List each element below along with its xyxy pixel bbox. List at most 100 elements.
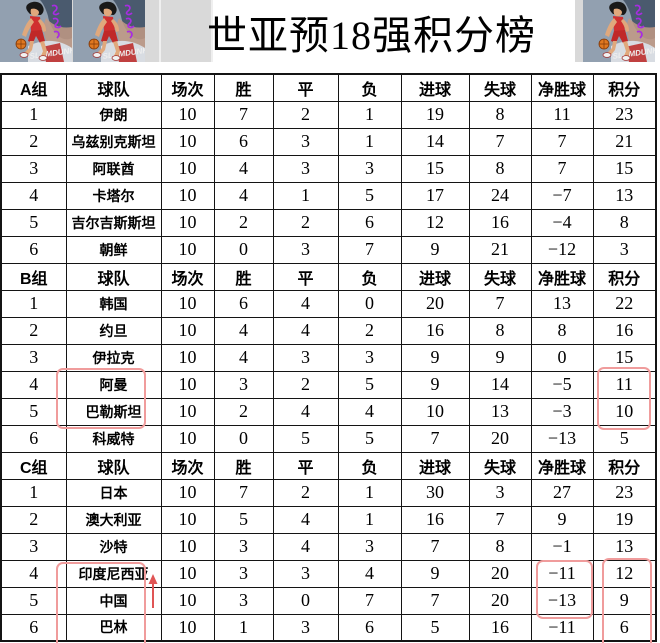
cell-gf: 16 xyxy=(400,316,470,345)
cell-gd: −12 xyxy=(530,235,594,264)
cell-draw: 4 xyxy=(272,289,339,318)
cell-rank: 6 xyxy=(0,613,67,642)
band-divider xyxy=(159,0,161,62)
cell-gf: 19 xyxy=(400,100,470,129)
cell-pts: 6 xyxy=(592,613,657,642)
cell-gd: −1 xyxy=(530,532,594,561)
cell-pts: 15 xyxy=(592,154,657,183)
team-row: 2 约旦 10 4 4 2 16 8 8 16 xyxy=(0,316,657,345)
cell-draw: 2 xyxy=(272,478,339,507)
cell-rank: 5 xyxy=(0,208,67,237)
cell-gf: 30 xyxy=(400,478,470,507)
cell-draw: 2 xyxy=(272,100,339,129)
cell-draw: 2 xyxy=(272,370,339,399)
cell-loss: 3 xyxy=(337,532,402,561)
cell-draw: 3 xyxy=(272,613,339,642)
cell-rank: 5 xyxy=(0,586,67,615)
team-row: 5 吉尔吉斯斯坦 10 2 2 6 12 16 −4 8 xyxy=(0,208,657,237)
cell-ga: 21 xyxy=(468,235,532,264)
cell-pts: 12 xyxy=(592,559,657,588)
cell-played: 10 xyxy=(160,316,215,345)
cell-gd: 27 xyxy=(530,478,594,507)
basketball-player-art: SLAMDUNK xyxy=(73,0,145,62)
cell-gf: 9 xyxy=(400,370,470,399)
cell-win: 4 xyxy=(213,154,274,183)
group-label: B组 xyxy=(0,262,67,291)
cell-played: 10 xyxy=(160,235,215,264)
team-row: 2 乌兹别克斯坦 10 6 3 1 14 7 7 21 xyxy=(0,127,657,156)
team-row: 1 日本 10 7 2 1 30 3 27 23 xyxy=(0,478,657,507)
cell-gd: −5 xyxy=(530,370,594,399)
team-row: 6 科威特 10 0 5 5 7 20 −13 5 xyxy=(0,424,657,453)
group-label: C组 xyxy=(0,451,67,480)
cell-loss: 1 xyxy=(337,127,402,156)
cell-draw: 1 xyxy=(272,181,339,210)
cell-played: 10 xyxy=(160,208,215,237)
standings-table: A组 球队 场次胜平负进球 失球 净胜球 积分 1 伊朗 10 7 2 1 19 8 11 23 2 乌兹别克斯坦… xyxy=(0,73,657,642)
cell-name: 印度尼西亚 xyxy=(65,559,162,588)
cell-ga: 7 xyxy=(468,505,532,534)
cell-draw: 3 xyxy=(272,343,339,372)
cell-ga: 20 xyxy=(468,559,532,588)
column-header: 球队 xyxy=(65,262,162,291)
cell-rank: 3 xyxy=(0,154,67,183)
cell-ga: 20 xyxy=(468,424,532,453)
cell-gd: 11 xyxy=(530,100,594,129)
cell-rank: 2 xyxy=(0,127,67,156)
cell-win: 2 xyxy=(213,397,274,426)
cell-pts: 10 xyxy=(592,397,657,426)
basketball-player-image: SLAMDUNK xyxy=(73,0,145,62)
cell-loss: 6 xyxy=(337,208,402,237)
cell-loss: 7 xyxy=(337,235,402,264)
cell-rank: 3 xyxy=(0,343,67,372)
cell-loss: 1 xyxy=(337,478,402,507)
cell-draw: 5 xyxy=(272,424,339,453)
column-header: 球队 xyxy=(65,451,162,480)
cell-win: 6 xyxy=(213,289,274,318)
team-row: 6 朝鲜 10 0 3 7 9 21 −12 3 xyxy=(0,235,657,264)
cell-gf: 15 xyxy=(400,154,470,183)
cell-gd: −13 xyxy=(530,424,594,453)
group-header-row: A组 球队 场次胜平负进球 失球 净胜球 积分 xyxy=(0,73,657,102)
cell-name: 巴勒斯坦 xyxy=(65,397,162,426)
cell-win: 5 xyxy=(213,505,274,534)
column-header: 失球 xyxy=(468,73,532,102)
cell-name: 吉尔吉斯斯坦 xyxy=(65,208,162,237)
cell-name: 卡塔尔 xyxy=(65,181,162,210)
cell-pts: 23 xyxy=(592,100,657,129)
cell-name: 韩国 xyxy=(65,289,162,318)
cell-played: 10 xyxy=(160,100,215,129)
column-header: 胜 xyxy=(213,73,274,102)
column-header: 失球 xyxy=(468,262,532,291)
cell-played: 10 xyxy=(160,289,215,318)
cell-win: 1 xyxy=(213,613,274,642)
cell-pts: 21 xyxy=(592,127,657,156)
cell-draw: 4 xyxy=(272,532,339,561)
team-row: 2 澳大利亚 10 5 4 1 16 7 9 19 xyxy=(0,505,657,534)
cell-name: 巴林 xyxy=(65,613,162,642)
cell-ga: 20 xyxy=(468,586,532,615)
cell-ga: 8 xyxy=(468,154,532,183)
basketball-player-art: SLAMDUNK xyxy=(583,0,655,62)
cell-loss: 7 xyxy=(337,586,402,615)
cell-ga: 7 xyxy=(468,127,532,156)
cell-name: 伊朗 xyxy=(65,100,162,129)
column-header: 进球 xyxy=(400,73,470,102)
basketball-player-art: SLAMDUNK xyxy=(0,0,72,62)
cell-rank: 4 xyxy=(0,181,67,210)
cell-played: 10 xyxy=(160,181,215,210)
column-header: 失球 xyxy=(468,451,532,480)
cell-rank: 6 xyxy=(0,235,67,264)
cell-ga: 16 xyxy=(468,613,532,642)
column-header: 净胜球 xyxy=(530,451,594,480)
cell-loss: 6 xyxy=(337,613,402,642)
team-row: 4 阿曼 10 3 2 5 9 14 −5 11 xyxy=(0,370,657,399)
cell-win: 3 xyxy=(213,586,274,615)
team-row: 4 印度尼西亚 10 3 3 4 9 20 −11 12 xyxy=(0,559,657,588)
cell-draw: 4 xyxy=(272,505,339,534)
cell-gd: 7 xyxy=(530,127,594,156)
cell-loss: 2 xyxy=(337,316,402,345)
column-header: 积分 xyxy=(592,451,657,480)
cell-rank: 3 xyxy=(0,532,67,561)
